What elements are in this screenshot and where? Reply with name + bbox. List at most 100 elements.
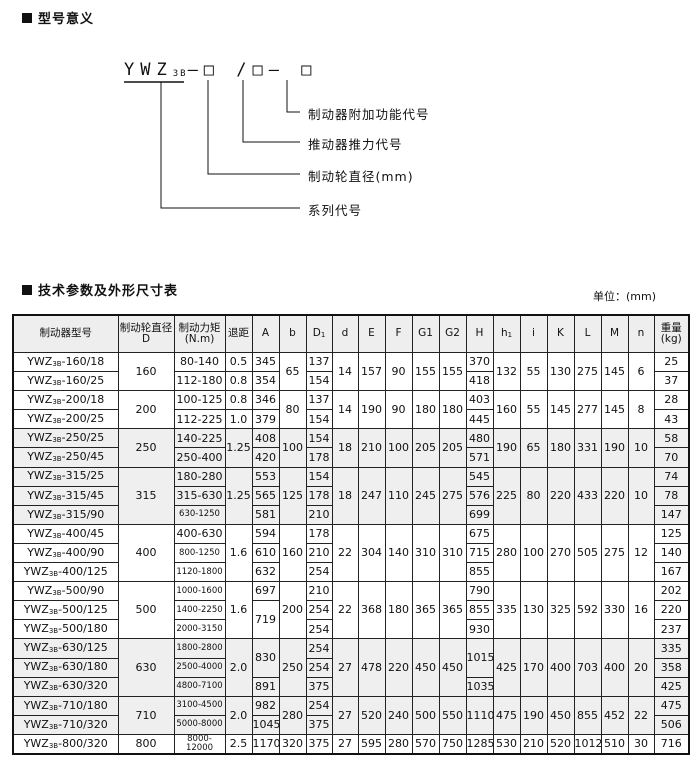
- column-header: 制动轮直径 D: [117, 314, 175, 353]
- value-cell: 1.25: [224, 428, 253, 468]
- value-cell: 716: [653, 733, 690, 755]
- value-cell: 28: [653, 390, 690, 411]
- value-cell: 210: [305, 581, 333, 602]
- value-cell: 277: [573, 390, 602, 430]
- value-cell: 891: [251, 676, 280, 697]
- value-cell: 8: [627, 390, 655, 430]
- value-cell: 250-400: [173, 447, 226, 468]
- value-cell: 630-1250: [173, 504, 226, 525]
- table-row: YWZ3B-630/125 630 1800-2800 2.0 830 250 254 27 4…: [12, 638, 690, 697]
- value-cell: 55: [519, 390, 548, 430]
- value-cell: 154: [305, 466, 333, 487]
- value-cell: 180: [438, 390, 467, 430]
- value-cell: 65: [278, 351, 307, 392]
- value-cell: 365: [411, 581, 440, 640]
- model-cell: YWZ3B-710/320: [12, 714, 119, 735]
- value-cell: 715: [465, 542, 494, 564]
- value-cell: 254: [305, 619, 333, 640]
- value-cell: 581: [251, 504, 280, 525]
- value-cell: 594: [251, 523, 280, 544]
- table-row: YWZ3B-200/25 112-225 1.0 379 154 445 43: [12, 409, 690, 430]
- value-cell: 475: [492, 695, 521, 735]
- model-cell: YWZ3B-400/125: [12, 562, 119, 583]
- value-cell: 595: [357, 733, 386, 755]
- value-cell: 154: [305, 409, 333, 430]
- value-cell: 400: [546, 638, 575, 697]
- model-cell: YWZ3B-250/45: [12, 447, 119, 468]
- value-cell: 1045: [251, 714, 281, 735]
- column-header: A: [251, 314, 280, 353]
- value-cell: 220: [384, 638, 413, 697]
- value-cell: 80: [519, 466, 548, 525]
- value-cell: 220: [653, 600, 690, 621]
- value-cell: 335: [492, 581, 521, 640]
- value-cell: 506: [653, 714, 690, 735]
- value-cell: 4800-7100: [173, 676, 226, 697]
- value-cell: 178: [305, 523, 333, 544]
- value-cell: 180: [546, 428, 575, 468]
- value-cell: 553: [251, 466, 280, 487]
- value-cell: 425: [653, 676, 690, 697]
- value-cell: 1015: [465, 638, 495, 678]
- table-row: YWZ3B-315/25 315 180-280 1.25 553 125 154 18 247…: [12, 466, 690, 525]
- column-header: 制动器型号: [12, 314, 119, 353]
- model-cell: YWZ3B-630/180: [12, 657, 119, 678]
- section-title-text: 型号意义: [38, 12, 95, 27]
- leader-line-thrust: [242, 80, 300, 143]
- table-row: YWZ3B-400/45 400 400-630 1.6 594 160 178 22 304 1…: [12, 523, 690, 583]
- column-header: i: [519, 314, 548, 353]
- column-header: d: [331, 314, 359, 353]
- value-cell: 200: [278, 581, 307, 640]
- column-header: F: [384, 314, 413, 353]
- value-cell: 375: [305, 714, 333, 735]
- value-cell: 610: [251, 542, 280, 564]
- value-cell: 90: [384, 351, 413, 392]
- value-cell: 550: [438, 695, 467, 735]
- column-header: G1: [411, 314, 440, 353]
- value-cell: 70: [653, 447, 690, 468]
- value-cell: 2.0: [224, 638, 253, 697]
- value-cell: 478: [357, 638, 386, 697]
- value-cell: 530: [492, 733, 521, 755]
- value-cell: 1000-1600: [173, 581, 226, 602]
- value-cell: 254: [305, 562, 333, 583]
- value-cell: 125: [278, 466, 307, 525]
- value-cell: 18: [331, 466, 359, 525]
- value-cell: 0.5: [224, 351, 253, 373]
- value-cell: 80: [278, 390, 307, 430]
- value-cell: 520: [357, 695, 386, 735]
- model-cell: YWZ3B-315/45: [12, 485, 119, 506]
- table-row: YWZ3B-630/320 4800-7100 891 375 1035 425: [12, 676, 690, 697]
- value-cell: 592: [573, 581, 602, 640]
- value-cell: 450: [546, 695, 575, 735]
- value-cell: 27: [331, 695, 359, 735]
- value-cell: 855: [465, 600, 494, 621]
- value-cell: 425: [492, 638, 521, 697]
- value-cell: 346: [251, 390, 280, 411]
- value-cell: 20: [627, 638, 655, 697]
- value-cell: 368: [357, 581, 386, 640]
- value-cell: 130: [546, 351, 575, 392]
- value-cell: 250: [117, 428, 175, 468]
- value-cell: 450: [411, 638, 440, 697]
- value-cell: 225: [492, 466, 521, 525]
- value-cell: 245: [411, 466, 440, 525]
- value-cell: 37: [653, 371, 690, 392]
- value-cell: 0.8: [224, 371, 253, 392]
- value-cell: 247: [357, 466, 386, 525]
- legend-function-code: 制动器附加功能代号: [308, 107, 430, 122]
- table-row: YWZ3B-800/320 800 8000-12000 2.5 1170 320 375 2…: [12, 733, 690, 755]
- value-cell: 170: [519, 638, 548, 697]
- model-cell: YWZ3B-500/180: [12, 619, 119, 640]
- value-cell: 310: [438, 523, 467, 583]
- value-cell: 1012: [573, 733, 603, 755]
- value-cell: 800: [117, 733, 175, 755]
- value-cell: 354: [251, 371, 280, 392]
- value-cell: 180: [384, 581, 413, 640]
- value-cell: 220: [546, 466, 575, 525]
- value-cell: 331: [573, 428, 602, 468]
- value-cell: 304: [357, 523, 386, 583]
- value-cell: 325: [546, 581, 575, 640]
- value-cell: 137: [305, 390, 333, 411]
